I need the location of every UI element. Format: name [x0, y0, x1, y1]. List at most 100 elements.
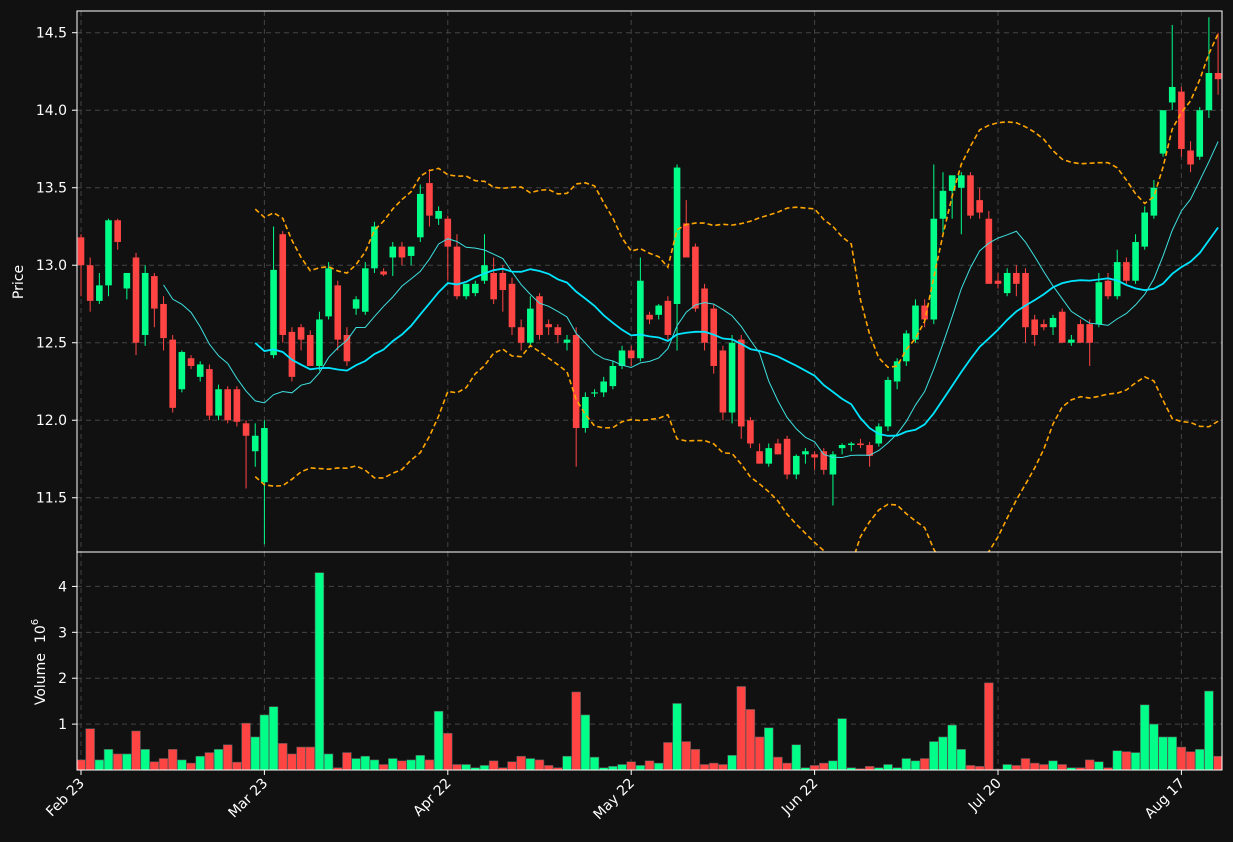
- candle-body: [160, 303, 167, 339]
- candle-body: [1086, 324, 1093, 343]
- price-axis-ticks: 11.5 12.0 12.5 13.0 13.5 14.0 14.5: [36, 26, 77, 507]
- volume-bar: [168, 749, 178, 770]
- volume-bar: [635, 765, 646, 770]
- candle-body: [1049, 317, 1057, 328]
- volume-bar: [1057, 764, 1067, 770]
- candle-body: [1013, 272, 1020, 284]
- candle-body: [1141, 212, 1149, 247]
- candle-body: [646, 314, 653, 320]
- volume-bar: [562, 755, 572, 770]
- volume-bar: [773, 756, 783, 770]
- volume-bar: [342, 752, 352, 770]
- volume-bar: [1029, 762, 1040, 770]
- candle-body: [224, 389, 232, 421]
- candle-body: [435, 210, 442, 219]
- candle-body: [206, 369, 213, 416]
- price-tick-label: 13.0: [36, 258, 67, 274]
- volume-bar: [699, 764, 710, 770]
- candle-body: [86, 265, 94, 301]
- volume-bar: [1112, 750, 1122, 770]
- volume-bar: [883, 764, 893, 770]
- candle-body: [151, 276, 158, 309]
- volume-bar: [461, 764, 471, 770]
- candle-body: [710, 308, 718, 366]
- candle-body: [1196, 110, 1204, 157]
- volume-bar: [1130, 752, 1141, 770]
- candle-body: [985, 218, 993, 284]
- candle-body: [1113, 262, 1121, 297]
- candle-body: [792, 455, 800, 475]
- volume-bar: [837, 718, 847, 770]
- candle-body: [838, 445, 846, 449]
- candle-body: [820, 451, 828, 470]
- volume-bar: [910, 760, 921, 770]
- candle-body: [453, 246, 461, 297]
- volume-unit-exponent: 6: [30, 619, 41, 625]
- volume-bar: [617, 764, 627, 770]
- candle-body: [1187, 150, 1194, 165]
- candle-body: [279, 234, 287, 335]
- candle-body: [903, 333, 910, 362]
- volume-bar: [507, 761, 517, 770]
- candle-body: [692, 246, 699, 309]
- volume-bar: [177, 759, 187, 770]
- candle-body: [545, 324, 552, 328]
- candle-body: [1123, 262, 1130, 281]
- candle-body: [655, 305, 663, 315]
- volume-bar: [589, 756, 600, 770]
- volume-bar: [1020, 758, 1031, 770]
- candle-body: [499, 272, 507, 291]
- volume-bar: [644, 760, 655, 770]
- volume-bar: [929, 741, 939, 770]
- volume-bar: [663, 742, 673, 770]
- volume-bar: [1048, 760, 1058, 770]
- volume-bar: [1140, 704, 1150, 770]
- volume-bar: [77, 759, 86, 770]
- volume-bar: [984, 682, 994, 770]
- candle-body: [737, 339, 745, 427]
- volume-bar: [103, 749, 114, 770]
- volume-bars: [77, 572, 1222, 770]
- volume-bar: [122, 753, 132, 770]
- volume-bar: [112, 753, 123, 770]
- candle-body: [242, 423, 250, 436]
- candle-body: [774, 443, 782, 455]
- candle-body: [921, 305, 928, 320]
- volume-bar: [360, 755, 370, 770]
- moving-average-slow-line: [254, 226, 1219, 437]
- volume-bar: [1185, 751, 1196, 770]
- volume-bar: [571, 691, 581, 770]
- price-tick-label: 13.5: [36, 181, 67, 197]
- candle-body: [251, 435, 259, 452]
- candle-body: [1022, 272, 1029, 328]
- candle-body: [627, 350, 635, 359]
- volume-tick-label: 1: [58, 717, 67, 733]
- candle-body: [444, 218, 452, 247]
- candle-body: [554, 327, 562, 335]
- candle-body: [398, 246, 406, 258]
- volume-bar: [259, 714, 270, 770]
- volume-panel-frame: [76, 551, 1223, 771]
- volume-bar: [94, 759, 105, 770]
- volume-bar: [654, 762, 664, 770]
- candle-body: [490, 272, 497, 300]
- candle-body: [1095, 282, 1103, 325]
- volume-bar: [516, 755, 526, 770]
- volume-axis-ticks: 1 2 3 4: [58, 579, 77, 733]
- volume-bar: [1002, 764, 1012, 770]
- candle-body: [912, 305, 919, 340]
- candle-body: [508, 283, 516, 328]
- volume-bar: [855, 768, 866, 770]
- candle-body: [728, 342, 736, 413]
- candle-body: [719, 350, 727, 413]
- volume-axis-title: Volume 106: [30, 619, 49, 705]
- volume-bar: [223, 744, 233, 770]
- price-tick-label: 14.0: [36, 103, 67, 119]
- volume-bar: [709, 762, 719, 770]
- volume-bar: [1176, 746, 1187, 770]
- volume-bar: [479, 765, 490, 770]
- volume-bar: [149, 761, 160, 770]
- volume-bar: [965, 765, 976, 770]
